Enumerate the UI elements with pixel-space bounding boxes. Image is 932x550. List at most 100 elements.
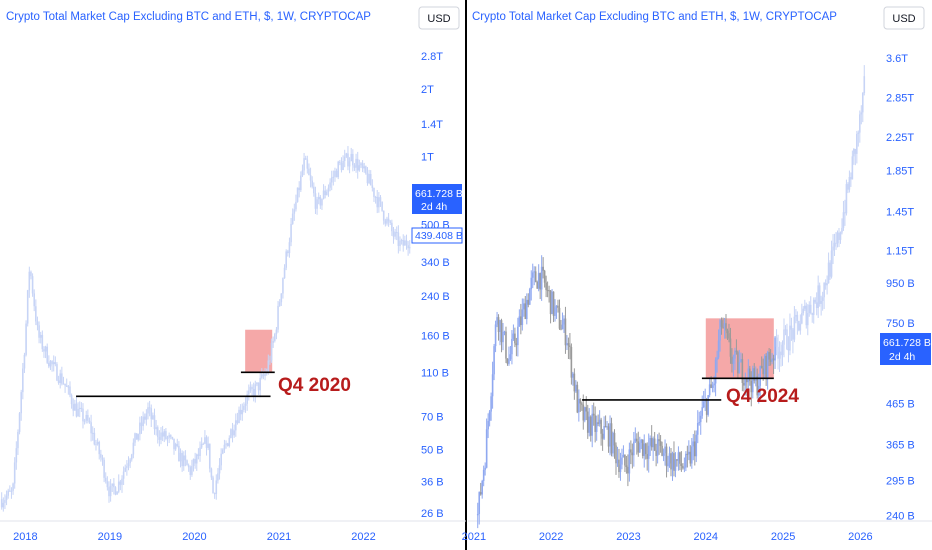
candle-body [817,285,819,309]
q4-2020-label: Q4 2020 [278,375,351,396]
candle-body [743,382,745,386]
candle-body [542,266,544,271]
candle-body [517,326,519,346]
candle-body [327,187,330,192]
candle-body [65,385,68,387]
candle-body [491,374,494,397]
candle-body [256,382,258,385]
candle-body [48,362,50,367]
candle-body [350,153,353,162]
candle-body [252,389,255,397]
candle-body [747,368,750,383]
x-tick-label: 2025 [771,531,795,543]
candle-body [716,357,718,360]
candle-body [340,162,343,171]
candle-body [744,378,747,386]
candle-body [306,159,309,169]
candle-body [829,262,831,277]
y-tick-label: 70 B [421,411,444,423]
candle-body [288,242,291,254]
candle-body [106,481,109,488]
candle-body [30,271,32,277]
candle-body [391,222,393,232]
candle-body [244,403,247,406]
candle-body [314,193,317,209]
candle-body [127,463,130,467]
candle-body [861,92,864,113]
candle-body [499,320,501,332]
candle-body [619,464,622,473]
candle-body [759,365,762,386]
candle-body [9,490,11,492]
candle-body [768,352,770,360]
y-tick-label: 50 B [421,444,444,456]
candle-body [823,282,825,298]
candle-body [389,221,392,223]
candle-body [588,416,591,433]
candle-body [711,385,714,388]
left-price-countdown: 2d 4h [421,201,447,213]
candle-body [117,481,120,492]
candle-body [482,469,485,481]
candle-body [616,459,619,464]
candle-body [630,449,632,453]
candle-body [853,149,855,157]
candle-body [44,346,47,352]
candle-body [46,346,49,363]
right-currency-button[interactable]: USD [883,6,925,30]
candle-body [234,420,237,431]
candle-body [647,445,650,459]
candle-body [637,441,640,453]
candle-body [62,383,65,385]
candle-body [830,250,833,277]
candle-body [15,448,18,463]
candle-body [371,185,374,189]
candle-body [272,340,274,343]
candle-body [708,384,711,396]
candle-body [796,314,799,322]
candle-body [69,386,71,396]
candle-body [524,303,527,320]
candle-body [641,439,644,456]
candle-body [600,419,602,434]
candle-body [844,212,846,214]
y-tick-label: 295 B [886,475,915,487]
candle-body [332,176,335,178]
candle-body [280,293,283,303]
x-tick-label: 2018 [13,531,37,543]
candle-body [205,437,208,448]
candle-body [824,282,827,286]
x-tick-label: 2022 [539,531,563,543]
candle-body [558,307,561,329]
candle-body [121,478,123,485]
right-support-lines [582,377,774,401]
candle-body [670,453,672,470]
candle-body [70,395,73,405]
candle-body [348,161,351,167]
candle-body [52,362,55,365]
candle-body [478,492,481,514]
left-currency-button[interactable]: USD [418,6,460,30]
candle-body [360,163,362,166]
candle-body [546,289,549,291]
candle-body [200,443,203,448]
candle-body [610,423,613,454]
candle-body [685,453,687,468]
candle-body [793,316,796,340]
candle-body [735,350,738,353]
candle-body [18,413,21,432]
candle-body [854,149,857,154]
candle-body [5,495,8,501]
candle-body [261,374,263,378]
candle-body [643,443,646,456]
candle-body [624,454,626,466]
candle-body [644,443,647,455]
candle-body [530,277,533,290]
candle-body [777,346,779,359]
candle-body [512,333,515,339]
candle-body [230,429,232,438]
candle-body [25,323,27,355]
candle-body [91,432,94,434]
candle-body [720,320,723,327]
y-tick-label: 160 B [421,331,450,343]
